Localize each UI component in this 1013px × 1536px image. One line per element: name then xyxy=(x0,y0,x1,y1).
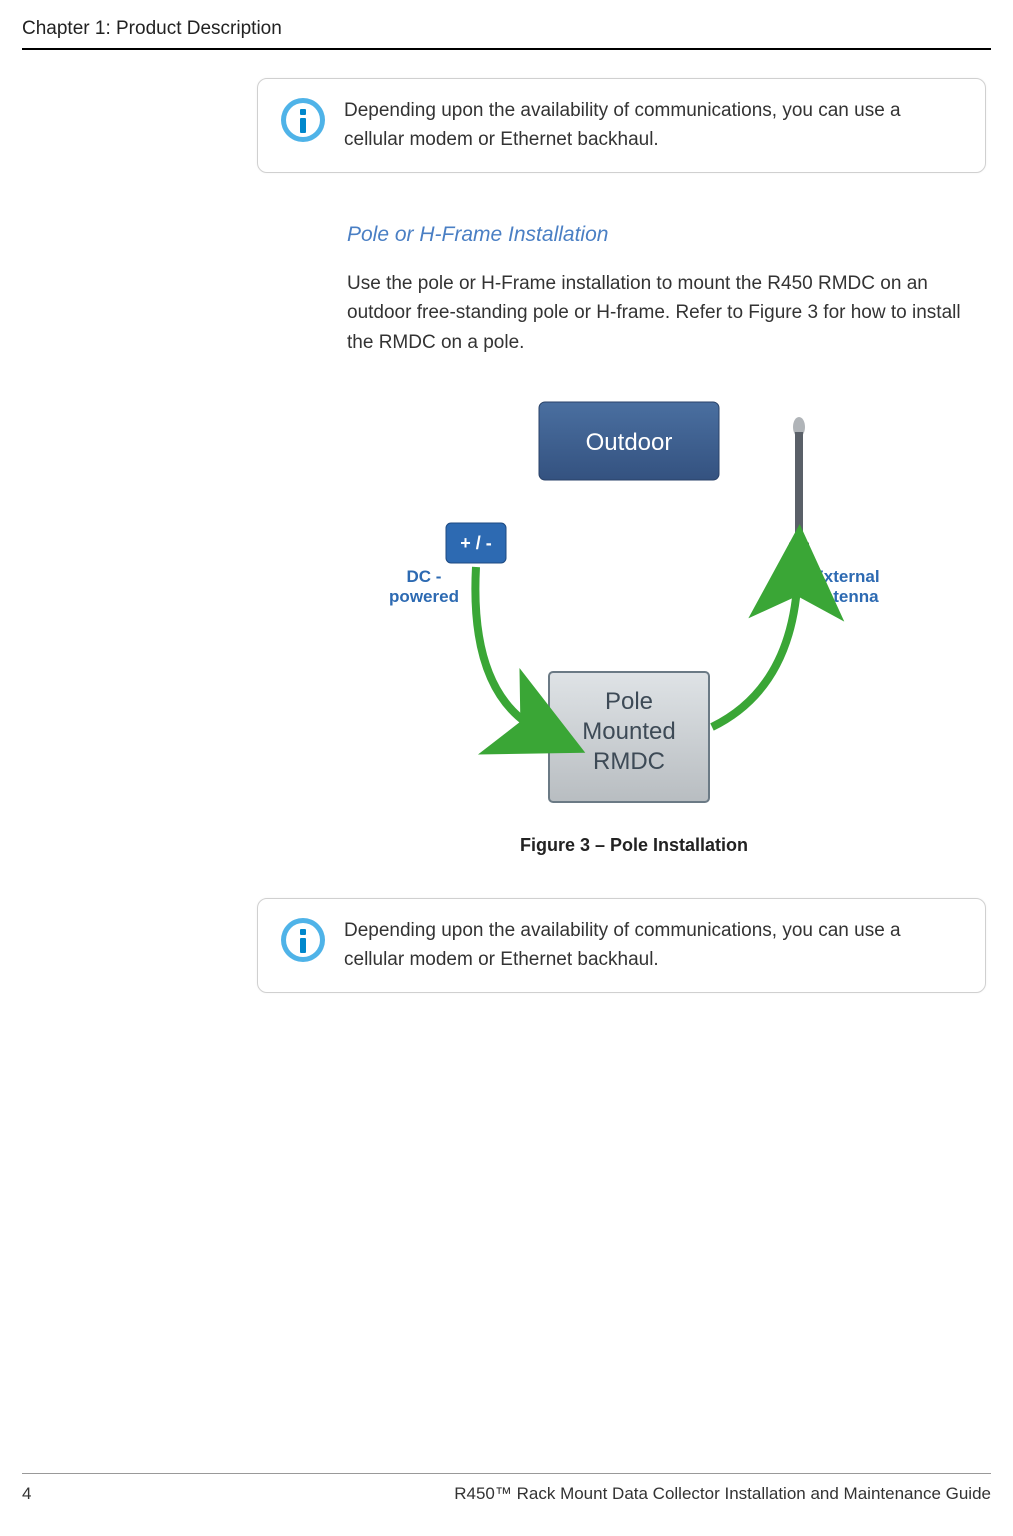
page-footer: 4 R450™ Rack Mount Data Collector Instal… xyxy=(22,1473,991,1504)
figure-3: Outdoor + / - DC - powered External ante… xyxy=(277,387,991,856)
section-paragraph: Use the pole or H-Frame installation to … xyxy=(347,269,981,357)
center-label-1: Pole xyxy=(605,688,653,715)
info-icon xyxy=(280,97,326,143)
info-box-2-text: Depending upon the availability of commu… xyxy=(344,917,963,974)
chapter-title: Chapter 1: Product Description xyxy=(22,18,991,40)
chapter-header: Chapter 1: Product Description xyxy=(22,18,991,50)
dc-label-2: powered xyxy=(389,587,459,606)
plus-minus-label: + / - xyxy=(460,533,492,553)
dc-label-1: DC - xyxy=(407,567,442,586)
outdoor-label: Outdoor xyxy=(586,429,673,456)
info-box-1: Depending upon the availability of commu… xyxy=(257,78,986,173)
info-box-2: Depending upon the availability of commu… xyxy=(257,898,986,993)
doc-title: R450™ Rack Mount Data Collector Installa… xyxy=(454,1484,991,1504)
antenna-label-1: External xyxy=(812,567,879,586)
center-label-3: RMDC xyxy=(593,748,665,775)
center-label-2: Mounted xyxy=(582,718,675,745)
info-icon xyxy=(280,917,326,963)
figure-caption: Figure 3 – Pole Installation xyxy=(277,835,991,856)
pole-installation-diagram: Outdoor + / - DC - powered External ante… xyxy=(374,387,894,817)
antenna-label-2: antenna xyxy=(813,587,879,606)
content-area: Depending upon the availability of commu… xyxy=(277,78,991,993)
section-heading: Pole or H-Frame Installation xyxy=(347,223,991,247)
page-number: 4 xyxy=(22,1484,31,1504)
info-box-1-text: Depending upon the availability of commu… xyxy=(344,97,963,154)
